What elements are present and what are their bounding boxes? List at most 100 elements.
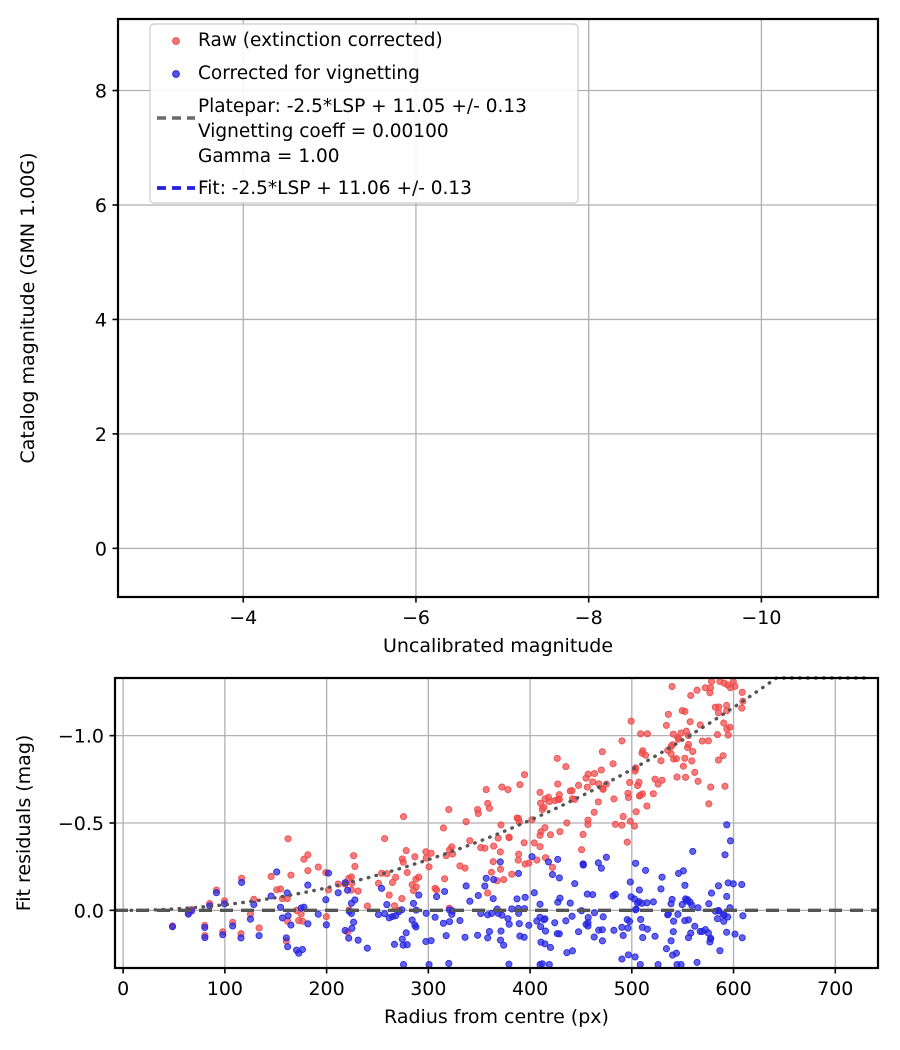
residual-point-corrected bbox=[433, 893, 441, 901]
residual-point-corrected bbox=[670, 917, 678, 925]
residual-point-corrected bbox=[707, 889, 716, 897]
residual-point-corrected bbox=[442, 932, 450, 940]
legend-label-platepar-line: Platepar: -2.5*LSP + 11.05 +/- 0.13 bbox=[198, 96, 527, 117]
residual-point-raw bbox=[688, 757, 696, 765]
lower-xaxis-label: Radius from centre (px) bbox=[384, 1006, 609, 1028]
residual-point-corrected bbox=[627, 893, 635, 901]
residual-point-corrected bbox=[445, 959, 453, 968]
residual-point-corrected bbox=[422, 909, 430, 917]
residual-point-corrected bbox=[378, 884, 386, 892]
residual-point-corrected bbox=[425, 960, 433, 969]
residual-point-raw bbox=[474, 805, 482, 814]
upper-xtick-label: −6 bbox=[402, 607, 430, 629]
residual-point-raw bbox=[409, 887, 418, 895]
residual-point-raw bbox=[494, 834, 502, 842]
residual-point-corrected bbox=[514, 869, 523, 878]
residual-point-corrected bbox=[624, 924, 632, 932]
residual-point-raw bbox=[554, 780, 562, 788]
residual-point-raw bbox=[504, 786, 512, 794]
residual-point-raw bbox=[609, 760, 617, 768]
residual-point-raw bbox=[508, 870, 516, 878]
residual-point-raw bbox=[724, 731, 732, 739]
residual-point-corrected bbox=[439, 919, 447, 927]
residual-point-raw bbox=[354, 887, 362, 895]
residual-point-raw bbox=[536, 831, 544, 839]
lower-xtick-label: 200 bbox=[308, 978, 344, 1000]
residual-point-corrected bbox=[474, 892, 482, 900]
residual-point-raw bbox=[657, 757, 665, 765]
residual-point-corrected bbox=[348, 924, 356, 932]
residual-point-corrected bbox=[267, 892, 275, 900]
residual-point-raw bbox=[427, 849, 435, 857]
lower-ytick-label: −0.5 bbox=[58, 813, 104, 835]
residual-point-raw bbox=[693, 686, 701, 694]
residual-point-corrected bbox=[649, 898, 657, 906]
residual-point-corrected bbox=[654, 960, 662, 969]
residual-point-raw bbox=[579, 830, 587, 838]
residual-point-corrected bbox=[461, 933, 469, 941]
residual-point-raw bbox=[496, 865, 505, 873]
residual-point-raw bbox=[516, 781, 524, 789]
residual-point-corrected bbox=[544, 858, 552, 866]
residual-point-raw bbox=[314, 863, 322, 871]
residual-point-raw bbox=[637, 730, 645, 738]
legend-label-raw: Raw (extinction corrected) bbox=[198, 30, 443, 51]
upper-ytick-label: 0 bbox=[95, 538, 107, 560]
lower-xtick-label: 700 bbox=[817, 978, 853, 1000]
residual-point-corrected bbox=[536, 913, 544, 921]
residual-point-corrected bbox=[350, 918, 358, 926]
residual-point-raw bbox=[589, 778, 597, 786]
residual-point-corrected bbox=[484, 934, 492, 942]
residual-point-corrected bbox=[701, 926, 709, 934]
residual-point-raw bbox=[381, 835, 389, 843]
residual-point-raw bbox=[541, 824, 549, 832]
residual-point-corrected bbox=[278, 914, 286, 922]
residual-point-raw bbox=[691, 768, 699, 776]
residual-point-raw bbox=[520, 839, 528, 847]
residual-point-corrected bbox=[583, 890, 591, 898]
residual-point-raw bbox=[351, 862, 359, 871]
residual-point-corrected bbox=[731, 930, 739, 938]
residual-point-raw bbox=[719, 752, 727, 760]
residual-point-raw bbox=[525, 859, 533, 867]
residual-point-corrected bbox=[618, 955, 626, 963]
residual-point-corrected bbox=[554, 855, 562, 863]
residual-point-corrected bbox=[610, 926, 618, 934]
upper-xaxis-label: Uncalibrated magnitude bbox=[383, 635, 613, 657]
residual-point-raw bbox=[497, 821, 505, 829]
lower-panel: 0 100 200 300 400 500 600 700 0.0 −0.5 −1.0 Radius … bbox=[13, 676, 880, 1028]
residual-point-raw bbox=[723, 701, 731, 710]
residual-point-raw bbox=[590, 769, 599, 778]
lower-yaxis-label: Fit residuals (mag) bbox=[13, 735, 35, 912]
residual-point-raw bbox=[536, 843, 544, 851]
residual-point-raw bbox=[563, 819, 571, 827]
residual-point-raw bbox=[707, 783, 715, 791]
residual-point-raw bbox=[403, 868, 411, 877]
residual-point-corrected bbox=[363, 944, 371, 952]
residual-point-raw bbox=[715, 703, 723, 711]
residual-point-raw bbox=[584, 816, 592, 824]
residual-point-corrected bbox=[739, 912, 747, 920]
upper-axes-frame bbox=[116, 17, 880, 599]
residual-point-raw bbox=[295, 917, 303, 925]
residual-point-corrected bbox=[273, 868, 281, 876]
residual-point-raw bbox=[704, 737, 712, 745]
residual-point-raw bbox=[707, 677, 716, 686]
residual-point-corrected bbox=[597, 864, 605, 872]
vignetting-model-curve bbox=[121, 676, 870, 913]
residual-point-raw bbox=[577, 846, 586, 854]
upper-xtick-label: −4 bbox=[229, 607, 257, 629]
residual-point-corrected bbox=[345, 934, 353, 942]
residual-point-raw bbox=[670, 755, 678, 763]
residual-point-corrected bbox=[485, 927, 494, 936]
residual-point-corrected bbox=[498, 911, 506, 919]
residual-point-corrected bbox=[541, 940, 549, 948]
residual-point-corrected bbox=[238, 878, 246, 886]
upper-xtick-label: −10 bbox=[741, 607, 781, 629]
residual-point-corrected bbox=[314, 910, 322, 918]
residual-point-corrected bbox=[411, 921, 419, 929]
residual-point-corrected bbox=[562, 917, 570, 925]
residual-point-corrected bbox=[657, 885, 665, 893]
residual-point-raw bbox=[641, 751, 650, 759]
